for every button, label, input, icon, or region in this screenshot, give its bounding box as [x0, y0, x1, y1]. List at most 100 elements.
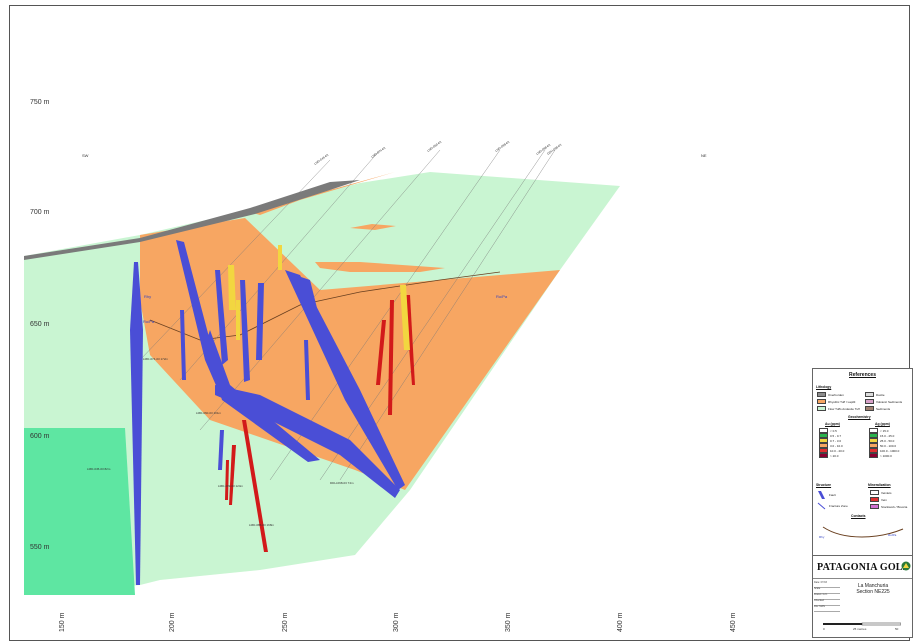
meta-row: Scale	[814, 587, 840, 594]
title-block: PATAGONIA GOLD La Manchuria Section NE22…	[813, 555, 912, 638]
y-tick: 550 m	[30, 544, 50, 551]
swatch	[869, 443, 878, 448]
x-tick: 250 m	[282, 612, 289, 632]
legend-item: 100.0 - 1000.0	[869, 448, 899, 453]
swatch	[819, 453, 828, 458]
company-logo-icon	[901, 561, 911, 571]
y-axis: 750 m 700 m 650 m 600 m 550 m	[30, 99, 50, 551]
project-name: La Manchuria	[857, 583, 889, 589]
map-frame	[9, 5, 910, 641]
swatch	[869, 428, 878, 433]
compass-sw-label: SW	[82, 153, 89, 158]
fault-symbol-icon	[818, 491, 825, 499]
grey-overburden	[24, 180, 360, 260]
legend-item: Overburden	[817, 392, 844, 397]
contacts-heading: Contacts	[851, 514, 866, 518]
y-tick: 600 m	[30, 433, 50, 440]
swatch	[870, 504, 879, 509]
x-tick: 400 m	[617, 612, 624, 632]
swatch	[865, 399, 874, 404]
red-veins	[225, 295, 415, 552]
swatch	[865, 392, 874, 397]
legend-item: Veinlets	[870, 490, 892, 495]
swatch	[817, 406, 826, 411]
meta-row: Checked	[814, 599, 840, 606]
hole-label: LMD-060-03 101m	[196, 411, 222, 415]
teal-lithology-unit	[24, 428, 135, 595]
legend-item: Sediments	[865, 406, 890, 411]
drillhole-collar-labels: LMD-045-03 LMD-074-03 LMD-060-03 LMD-099…	[313, 140, 562, 166]
x-axis: 150 m 200 m 250 m 300 m 350 m 400 m 450 …	[59, 612, 737, 632]
section-name: Section NE225	[856, 589, 890, 595]
legend-item: 0.5 - 0.7	[819, 433, 841, 438]
x-tick: 150 m	[59, 612, 66, 632]
meta-row: Drawn: G.C.	[814, 593, 840, 600]
swatch	[819, 433, 828, 438]
ag-heading: Ag (ppm)	[875, 422, 890, 426]
hole-label: DDH-098-03 74m	[330, 481, 354, 485]
swatch	[819, 428, 828, 433]
lithology-contact-line	[149, 271, 501, 341]
contact-symbol	[822, 526, 904, 538]
contact-label: Rhy	[819, 535, 825, 539]
legend-item: Fault	[817, 491, 836, 499]
swatch	[819, 438, 828, 443]
meta-row: File: MAN	[814, 605, 840, 612]
swatch	[819, 448, 828, 453]
meta-row: Date: 07/03	[814, 581, 840, 588]
hole-label: LMD-099-03 124m	[218, 484, 244, 488]
swatch	[869, 448, 878, 453]
legend-item: 3.0 - 10.0	[819, 443, 843, 448]
project-block: La Manchuria Section NE225 Date: 07/03 S…	[813, 578, 912, 612]
collar-label: LMD-074-03	[370, 146, 386, 159]
scale-bar: 0 25 metres 50	[823, 622, 901, 632]
contact-label: Ro/Pa	[888, 533, 897, 537]
legend-panel: References Lithology Overburden Dacite R…	[812, 368, 913, 638]
legend-item: 10.0 - 20.0	[819, 448, 844, 453]
hole-label: LMD-045-03 82m	[87, 467, 111, 471]
legend-item: Vein	[870, 497, 887, 502]
swatch	[869, 453, 878, 458]
legend-item: < 15.0	[869, 428, 888, 433]
unit-label: Rhy	[144, 294, 151, 299]
swatch	[869, 438, 878, 443]
fracture-zone-symbol-icon	[817, 502, 826, 510]
au-heading: Au (ppm)	[825, 422, 840, 426]
hole-label: LMD-085-03 168m	[249, 523, 275, 527]
hole-label: LMD-074-03 172m	[143, 357, 169, 361]
legend-title: References	[849, 372, 876, 378]
scale-label: 25 metres	[853, 627, 867, 631]
swatch	[870, 490, 879, 495]
swatch	[817, 392, 826, 397]
swatch	[870, 497, 879, 502]
lithology-heading: Lithology	[816, 385, 832, 389]
legend-item: Flow Tuffs Andesite Tuff	[817, 406, 860, 411]
y-tick: 650 m	[30, 321, 50, 328]
y-tick: 750 m	[30, 99, 50, 106]
scale-label: 0	[823, 627, 825, 631]
hole-end-labels: LMD-074-03 172m LMD-060-03 101m LMD-045-…	[87, 357, 354, 527]
collar-label: LMD-045-03	[313, 153, 329, 166]
scale-label: 50	[895, 627, 899, 631]
fault-veins	[130, 240, 405, 585]
x-tick: 450 m	[730, 612, 737, 632]
unit-label: Ro/Pa	[143, 319, 155, 324]
orange-rhyolite-upper	[250, 172, 395, 215]
scale-bar-graphic	[823, 622, 901, 626]
legend-item: Dacite	[865, 392, 885, 397]
x-tick: 350 m	[505, 612, 512, 632]
legend-item: 0.7 - 3.0	[819, 438, 841, 443]
y-tick: 700 m	[30, 209, 50, 216]
collar-label: LMD-060-03	[426, 140, 442, 153]
orange-lens-2	[315, 262, 445, 272]
swatch	[817, 399, 826, 404]
structure-heading: Structure	[816, 483, 832, 487]
legend-item: 25.0 - 50.0	[869, 438, 894, 443]
unit-label: Ro/Pa	[496, 294, 508, 299]
swatch	[819, 443, 828, 448]
legend-item: > 20.0	[819, 453, 838, 458]
orange-lens-1	[350, 224, 396, 230]
legend-item: 15.0 - 25.0	[869, 433, 894, 438]
collar-label: LMD-099-03	[494, 140, 510, 153]
